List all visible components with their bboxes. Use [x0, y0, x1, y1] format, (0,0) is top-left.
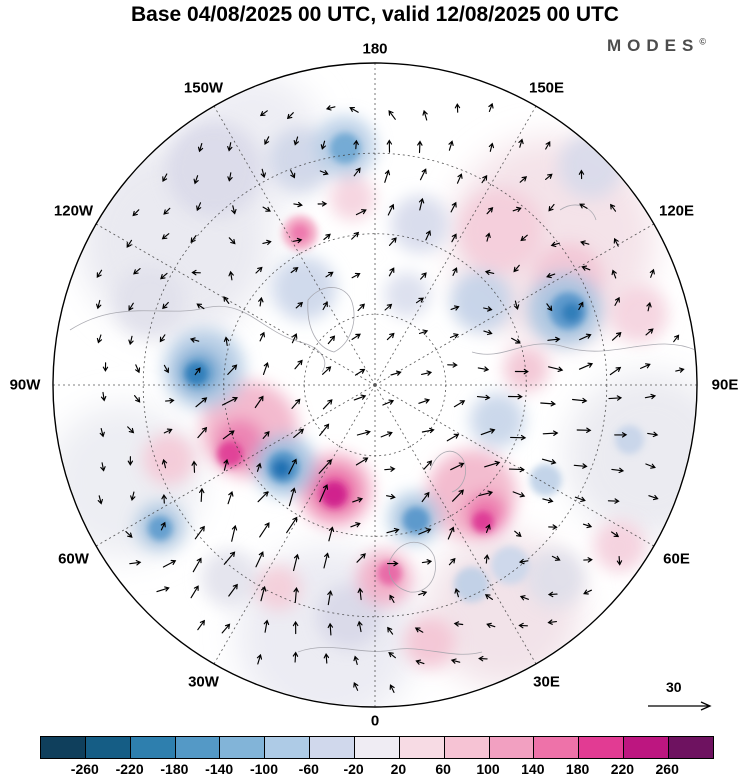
colorbar-cell: [534, 737, 580, 758]
colorbar-tick: 180: [565, 761, 590, 777]
colorbar-cell: [85, 737, 131, 758]
chart-title: Base 04/08/2025 00 UTC, valid 12/08/2025…: [131, 3, 619, 26]
colorbar-tick: 220: [610, 761, 635, 777]
graticule: [53, 63, 697, 707]
colorbar-cell: [444, 737, 490, 758]
colorbar-cell: [220, 737, 266, 758]
colorbar-tick: -20: [343, 761, 364, 777]
colorbar-cell: [399, 737, 445, 758]
colorbar-tick: 60: [435, 761, 451, 777]
reference-arrow: [648, 701, 712, 711]
colorbar-cell: [265, 737, 311, 758]
colorbar-cell: [489, 737, 535, 758]
colorbar-tick: -100: [249, 761, 279, 777]
map-boundary: [52, 62, 698, 708]
reference-vector-label: 30: [666, 679, 682, 695]
colorbar-ticks: -260 -220 -180 -140 -100 -60 -20 20 60 100 140 180 2…: [0, 761, 750, 781]
colorbar-tick: -140: [205, 761, 234, 777]
wind-vectors: [96, 102, 685, 693]
modes-logo-text: MODES: [607, 36, 700, 55]
colorbar-tick: -260: [70, 761, 99, 777]
colorbar-tick: 140: [521, 761, 545, 777]
colorbar: [40, 736, 714, 759]
colorbar-cell: [355, 737, 400, 758]
colorbar-tick: 260: [655, 761, 679, 777]
colorbar-cell: [669, 737, 713, 758]
colorbar-tick: -60: [298, 761, 319, 777]
colorbar-tick: 20: [390, 761, 407, 777]
colorbar-tick: -180: [160, 761, 189, 777]
colorbar-cell: [624, 737, 670, 758]
colorbar-tick: 100: [476, 761, 500, 777]
colorbar-cell: [41, 737, 86, 758]
copyright-mark: ©: [699, 36, 706, 47]
modes-logo: MODES©: [607, 36, 706, 56]
colorbar-tick: -220: [115, 761, 144, 777]
coastlines: [69, 204, 696, 655]
colorbar-cell: [130, 737, 176, 758]
colorbar-cell: [579, 737, 625, 758]
colorbar-cell: [310, 737, 356, 758]
colorbar-cell: [175, 737, 221, 758]
